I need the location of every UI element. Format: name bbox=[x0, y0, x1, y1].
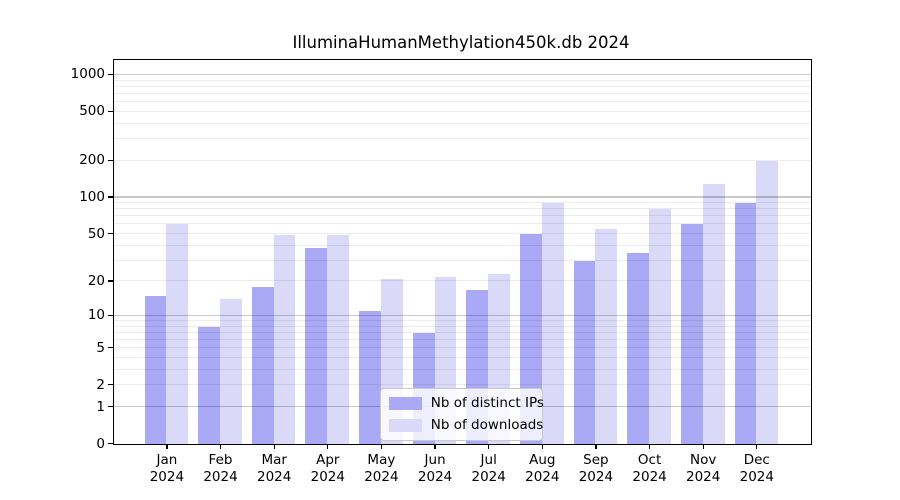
gridline-minor bbox=[113, 331, 811, 333]
x-tick-label: Nov 2024 bbox=[686, 452, 721, 485]
y-axis-labels: 0 1 2 5 10 20 50 100 200 500 1000 bbox=[0, 0, 105, 500]
y-tick-label: 50 bbox=[87, 225, 105, 242]
gridline-major bbox=[113, 314, 811, 317]
y-tick-label: 0 bbox=[96, 435, 105, 452]
gridline-minor bbox=[113, 259, 811, 261]
x-tick-label: Dec 2024 bbox=[739, 452, 774, 485]
x-tick-label: Mar 2024 bbox=[257, 452, 292, 485]
legend-item-downloads: Nb of downloads bbox=[388, 416, 543, 435]
x-tick-mark bbox=[327, 444, 329, 449]
gridline-major bbox=[113, 73, 811, 76]
y-tick-label: 5 bbox=[96, 339, 105, 356]
x-tick-label: Jan 2024 bbox=[149, 452, 185, 485]
x-tick-mark bbox=[434, 444, 436, 449]
x-tick-mark bbox=[219, 444, 222, 449]
bar-distinct-ips-jan bbox=[144, 295, 167, 444]
gridline-minor bbox=[113, 159, 811, 161]
gridline-minor bbox=[113, 320, 811, 322]
bar-downloads-feb bbox=[220, 299, 242, 444]
x-tick-mark bbox=[756, 444, 758, 449]
bar-distinct-ips-apr bbox=[305, 248, 328, 444]
bar-downloads-apr bbox=[327, 235, 350, 444]
x-tick-mark bbox=[488, 444, 490, 449]
legend: Nb of distinct IPs Nb of downloads bbox=[379, 387, 544, 441]
gridline-minor bbox=[113, 339, 811, 341]
legend-label-distinct-ips: Nb of distinct IPs bbox=[430, 395, 544, 412]
gridline-minor bbox=[113, 215, 811, 217]
legend-item-distinct-ips: Nb of distinct IPs bbox=[388, 394, 544, 413]
plot-area: Nb of distinct IPs Nb of downloads bbox=[112, 59, 812, 445]
gridline-minor bbox=[113, 244, 811, 246]
gridline-minor bbox=[113, 232, 811, 234]
gridline-minor bbox=[113, 368, 811, 370]
legend-swatch-distinct-ips bbox=[388, 396, 422, 410]
gridline-minor bbox=[113, 347, 811, 349]
x-tick-label: Sep 2024 bbox=[578, 452, 614, 485]
gridline-minor bbox=[113, 122, 811, 124]
x-tick-label: May 2024 bbox=[364, 452, 399, 485]
y-tick-label: 1000 bbox=[70, 66, 105, 83]
x-tick-mark bbox=[595, 444, 597, 449]
gridline-minor bbox=[113, 223, 811, 225]
x-tick-mark bbox=[541, 444, 543, 449]
bar-downloads-aug bbox=[541, 203, 564, 444]
bar-downloads-dec bbox=[756, 160, 779, 444]
bar-downloads-jan bbox=[166, 224, 189, 444]
gridline-minor bbox=[113, 101, 811, 103]
legend-swatch-downloads bbox=[388, 418, 422, 432]
bar-downloads-nov bbox=[702, 183, 725, 444]
gridline-minor bbox=[113, 92, 811, 94]
bar-distinct-ips-feb bbox=[198, 326, 221, 444]
gridline-minor bbox=[113, 208, 811, 210]
x-tick-label: Jul 2024 bbox=[471, 452, 506, 485]
gridline-minor bbox=[113, 202, 811, 204]
x-tick-label: Aug 2024 bbox=[525, 452, 560, 485]
x-tick-label: Jun 2024 bbox=[417, 452, 453, 485]
bar-downloads-oct bbox=[649, 209, 671, 444]
legend-label-downloads: Nb of downloads bbox=[430, 417, 544, 434]
x-tick-mark bbox=[702, 444, 704, 449]
bar-distinct-ips-sep bbox=[573, 260, 596, 444]
gridline-minor bbox=[113, 110, 811, 112]
x-tick-mark bbox=[273, 444, 275, 449]
chart-title: IlluminaHumanMethylation450k.db 2024 bbox=[292, 33, 630, 52]
y-tick-label: 100 bbox=[79, 189, 105, 205]
y-tick-label: 10 bbox=[87, 307, 105, 324]
y-tick-label: 500 bbox=[79, 103, 105, 120]
bar-downloads-sep bbox=[595, 229, 618, 444]
gridline-minor bbox=[113, 325, 811, 327]
gridline-minor bbox=[113, 79, 811, 81]
bar-distinct-ips-oct bbox=[627, 252, 650, 444]
bar-distinct-ips-may bbox=[359, 311, 381, 444]
bar-distinct-ips-mar bbox=[251, 286, 274, 444]
y-tick-label: 2 bbox=[96, 376, 105, 393]
gridline-minor bbox=[113, 357, 811, 359]
y-tick-label: 20 bbox=[87, 272, 105, 289]
gridline-minor bbox=[113, 138, 811, 140]
y-tick-label: 1 bbox=[96, 398, 105, 415]
x-tick-label: Feb 2024 bbox=[203, 452, 238, 485]
gridline-major bbox=[113, 196, 811, 198]
gridline-minor bbox=[113, 280, 811, 282]
x-tick-mark bbox=[166, 444, 168, 449]
x-tick-mark bbox=[648, 444, 651, 449]
gridline-minor bbox=[113, 384, 811, 386]
x-tick-label: Oct 2024 bbox=[632, 452, 667, 485]
x-tick-mark bbox=[380, 444, 383, 449]
bar-distinct-ips-dec bbox=[734, 203, 757, 444]
bar-downloads-mar bbox=[273, 235, 296, 444]
y-tick-label: 200 bbox=[79, 152, 105, 169]
x-tick-label: Apr 2024 bbox=[310, 452, 345, 485]
gridline-minor bbox=[113, 85, 811, 87]
bar-distinct-ips-nov bbox=[680, 224, 703, 444]
